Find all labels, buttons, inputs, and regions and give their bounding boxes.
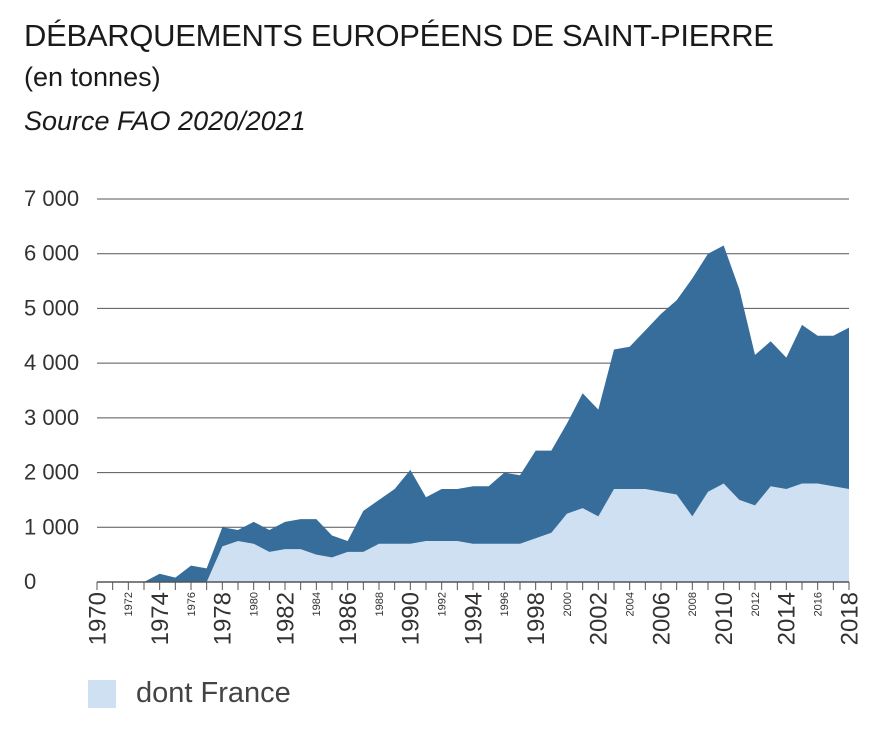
x-axis — [96, 581, 850, 590]
x-tick-label-major: 1982 — [272, 592, 299, 645]
chart-areas — [97, 245, 849, 582]
y-tick-label: 7 000 — [24, 186, 79, 211]
x-tick-label-major: 2006 — [648, 592, 675, 645]
x-tick-label-minor: 1988 — [374, 592, 386, 616]
x-tick-label-minor: 1972 — [123, 592, 135, 616]
y-tick-label: 1 000 — [24, 514, 79, 539]
x-tick-label-major: 1978 — [210, 592, 237, 645]
x-tick-label-major: 2018 — [836, 592, 863, 645]
y-tick-label: 2 000 — [24, 460, 79, 485]
x-tick-label-minor: 1976 — [186, 592, 198, 616]
x-tick-label-major: 1990 — [398, 592, 425, 645]
y-tick-label: 5 000 — [24, 295, 79, 320]
x-tick-label-minor: 1984 — [311, 592, 323, 616]
legend-label-france: dont France — [136, 677, 291, 709]
x-tick-label-major: 2014 — [774, 592, 801, 645]
x-tick-label-minor: 2004 — [625, 592, 637, 616]
x-tick-label-minor: 2016 — [813, 592, 825, 616]
x-tick-label-major: 1994 — [460, 592, 487, 645]
chart-source: Source FAO 2020/2021 — [24, 106, 306, 136]
x-tick-label-minor: 1996 — [499, 592, 511, 616]
x-tick-label-major: 1974 — [147, 592, 174, 645]
x-tick-label-minor: 2000 — [562, 592, 574, 616]
chart-subtitle: (en tonnes) — [24, 62, 161, 92]
x-tick-label-major: 1998 — [523, 592, 550, 645]
x-tick-label-major: 2002 — [586, 592, 613, 645]
x-tick-label-major: 1970 — [84, 592, 111, 645]
y-axis-labels: 0 1 000 2 000 3 000 4 000 5 000 6 000 7 000 — [24, 186, 79, 594]
y-tick-label: 4 000 — [24, 350, 79, 375]
y-tick-label: 0 — [24, 569, 36, 594]
x-tick-label-major: 2010 — [711, 592, 738, 645]
legend: dont France — [88, 677, 291, 710]
x-tick-label-minor: 2008 — [687, 592, 699, 616]
x-axis-labels: 1970 1974 1978 1982 1986 1990 1994 1998 2002 2006… — [84, 592, 863, 645]
x-tick-label-minor: 1992 — [437, 592, 449, 616]
y-tick-label: 6 000 — [24, 241, 79, 266]
legend-swatch-france — [88, 679, 116, 708]
y-tick-label: 3 000 — [24, 405, 79, 430]
series-area-france — [97, 483, 849, 582]
chart-title: DÉBARQUEMENTS EUROPÉENS DE SAINT-PIERRE — [24, 18, 774, 53]
x-tick-label-minor: 1980 — [249, 592, 261, 616]
x-tick-label-minor: 2012 — [750, 592, 762, 616]
x-tick-label-major: 1986 — [335, 592, 362, 645]
